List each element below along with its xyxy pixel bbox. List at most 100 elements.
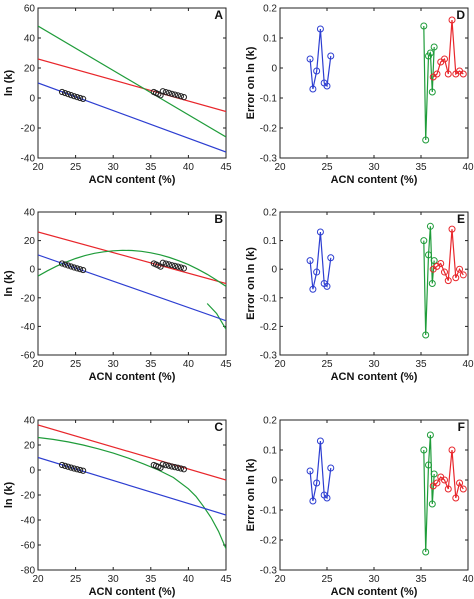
data-point — [426, 431, 434, 439]
y-tick-label: -20 — [21, 124, 36, 135]
series-line — [423, 226, 435, 336]
plot-area — [306, 222, 467, 339]
y-axis-label: Error on ln (k) — [245, 247, 257, 320]
data-point — [313, 67, 321, 75]
panel-d: 20 25 30 35 40 -0.3 -0.2 -0.1 0 0.1 0.2 ACN content… — [245, 4, 474, 187]
y-axis-label: ln (k) — [3, 482, 15, 509]
data-point — [323, 494, 331, 502]
x-tick-label: 40 — [462, 359, 474, 370]
x-tick-label: 40 — [183, 574, 195, 585]
data-point — [61, 89, 69, 97]
y-tick-label: 20 — [24, 236, 36, 247]
panel-label: B — [214, 212, 223, 226]
y-tick-label: 40 — [24, 416, 36, 427]
series-line — [38, 436, 226, 550]
x-tick-label: 40 — [462, 574, 474, 585]
data-point — [67, 263, 75, 270]
data-point — [159, 259, 166, 266]
data-point — [177, 465, 184, 472]
series-line — [309, 231, 332, 290]
y-tick-label: 0 — [271, 265, 277, 276]
x-tick-label: 35 — [145, 359, 157, 370]
data-point — [448, 16, 456, 24]
y-axis-label: ln (k) — [3, 270, 15, 297]
y-tick-label: -20 — [21, 293, 36, 304]
data-point — [420, 22, 428, 30]
x-tick-label: 35 — [415, 359, 427, 370]
data-point — [171, 464, 178, 471]
data-point — [441, 268, 448, 276]
y-tick-label: 0 — [271, 476, 277, 487]
data-point — [316, 228, 324, 236]
data-point — [444, 70, 452, 78]
data-point — [430, 43, 438, 51]
y-tick-label: 0 — [29, 94, 35, 105]
data-point — [58, 461, 66, 469]
panel-e: 20 25 30 35 40 -0.3 -0.2 -0.1 0 0.1 0.2 ACN content… — [245, 208, 474, 384]
y-axis-label: Error on ln (k) — [245, 46, 257, 119]
panel-label: F — [458, 420, 465, 434]
data-point — [456, 265, 464, 273]
series-line — [38, 456, 226, 516]
plot-area — [38, 231, 226, 330]
plot-area — [306, 431, 467, 556]
y-tick-label: 0.2 — [263, 4, 277, 15]
data-point — [428, 500, 436, 508]
series-line — [38, 231, 226, 285]
data-point — [426, 49, 434, 57]
series-line — [38, 58, 226, 113]
y-tick-label: -0.2 — [260, 322, 278, 333]
panel-label: E — [457, 212, 465, 226]
data-point — [171, 262, 178, 270]
data-point — [162, 260, 169, 267]
data-point — [422, 548, 430, 556]
series-line — [309, 440, 332, 502]
data-point — [174, 263, 181, 270]
data-point — [444, 277, 452, 285]
data-point — [77, 94, 84, 102]
y-tick-label: -0.3 — [260, 154, 278, 165]
plot-area — [38, 424, 226, 550]
x-tick-label: 40 — [183, 162, 195, 173]
x-tick-label: 35 — [145, 162, 157, 173]
panel-c: 20 25 30 35 40 45 -80 -60 -40 -20 0 20 40 ACN content… — [3, 416, 232, 599]
data-point — [162, 462, 169, 469]
x-tick-label: 45 — [220, 162, 232, 173]
x-tick-label: 25 — [70, 359, 82, 370]
y-tick-label: 0.1 — [263, 236, 277, 247]
data-point — [159, 88, 166, 95]
y-tick-label: -0.2 — [260, 536, 278, 547]
data-point — [309, 85, 317, 93]
y-tick-label: -0.1 — [260, 506, 278, 517]
data-point — [58, 88, 66, 96]
data-point — [441, 55, 448, 63]
x-tick-label: 35 — [415, 574, 427, 585]
data-point — [433, 479, 441, 487]
y-axis-label: ln (k) — [3, 70, 15, 97]
data-point — [313, 479, 321, 487]
y-tick-label: -80 — [21, 566, 36, 577]
data-point — [70, 264, 78, 271]
y-tick-label: 0 — [29, 265, 35, 276]
data-point — [80, 95, 87, 103]
y-tick-label: -20 — [21, 491, 36, 502]
series-line — [432, 449, 464, 499]
x-tick-label: 30 — [108, 359, 120, 370]
panel-label: C — [214, 420, 223, 434]
data-point — [448, 225, 456, 233]
series-line — [423, 25, 435, 141]
y-tick-label: -40 — [21, 154, 36, 165]
data-point — [177, 264, 184, 271]
data-point — [433, 70, 441, 78]
y-tick-label: -60 — [21, 541, 36, 552]
y-tick-label: -0.3 — [260, 351, 278, 362]
data-point — [180, 265, 187, 272]
data-point — [444, 485, 452, 493]
data-point — [67, 464, 75, 471]
data-point — [441, 476, 448, 484]
axes-frame — [279, 7, 469, 159]
data-point — [61, 261, 69, 268]
series-line — [423, 434, 435, 553]
x-tick-label: 30 — [368, 162, 380, 173]
